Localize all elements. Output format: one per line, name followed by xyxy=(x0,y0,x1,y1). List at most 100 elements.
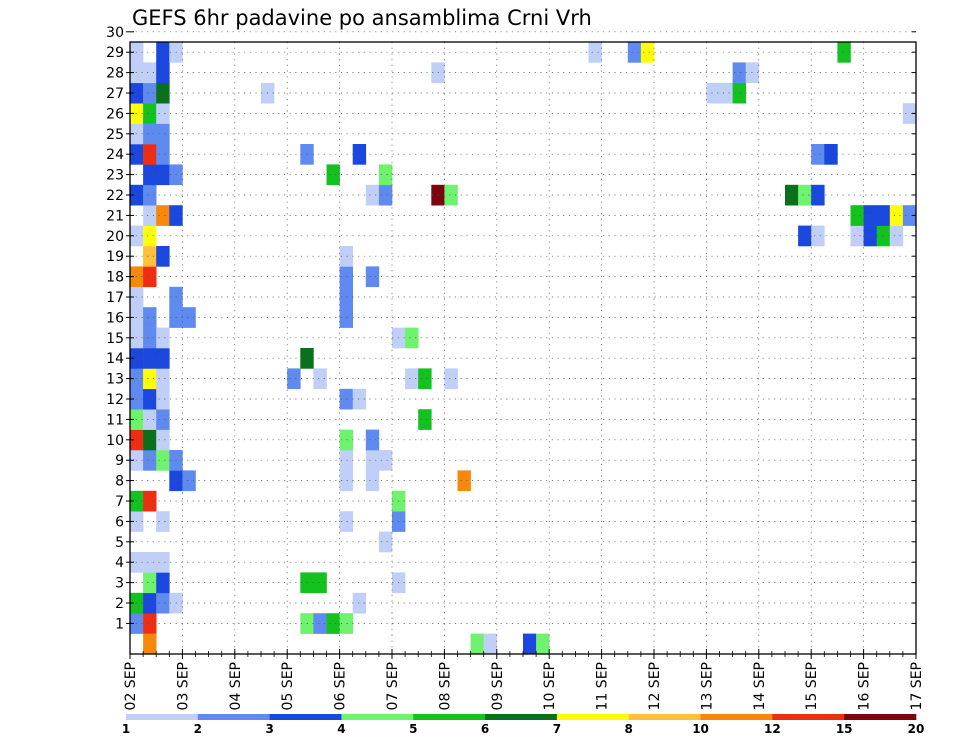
x-tick-label: 12 SEP xyxy=(647,662,663,710)
heatmap-cell xyxy=(182,307,196,328)
heatmap-cell xyxy=(156,123,170,145)
y-tick-label: 1 xyxy=(115,616,124,632)
heatmap-cell xyxy=(156,144,170,165)
y-tick-label: 8 xyxy=(115,474,124,490)
heatmap-cell xyxy=(143,592,157,614)
heatmap-cell xyxy=(143,552,157,573)
heatmap-cell xyxy=(326,613,340,634)
x-tick-label: 09 SEP xyxy=(490,662,506,710)
heatmap-cell xyxy=(588,42,602,63)
colorbar-tick-label: 6 xyxy=(481,722,489,736)
heatmap-cell xyxy=(143,62,157,84)
y-tick-label: 30 xyxy=(106,25,124,41)
y-tick-label: 4 xyxy=(115,555,124,571)
heatmap-cell xyxy=(143,103,157,124)
heatmap-cell xyxy=(640,42,655,63)
heatmap-cell xyxy=(365,184,380,206)
heatmap-cell xyxy=(536,633,550,655)
heatmap-cell xyxy=(143,266,157,288)
heatmap-cell xyxy=(143,327,157,349)
heatmap-cell xyxy=(156,429,170,451)
heatmap-cell xyxy=(156,62,170,84)
x-tick-label: 07 SEP xyxy=(385,662,401,710)
heatmap-cell xyxy=(313,613,327,634)
x-tick-label: 17 SEP xyxy=(909,662,925,710)
y-tick-label: 10 xyxy=(106,433,124,449)
heatmap-cell xyxy=(339,613,353,634)
heatmap-cell xyxy=(365,266,380,288)
heatmap-cell xyxy=(156,572,170,594)
heatmap-cell xyxy=(798,184,812,206)
heatmap-cell xyxy=(378,184,393,206)
heatmap-cells xyxy=(130,42,917,655)
heatmap-cell xyxy=(143,348,157,369)
heatmap-cell xyxy=(156,388,170,410)
heatmap-cell xyxy=(352,592,367,614)
x-tick-label: 13 SEP xyxy=(699,662,715,710)
x-axis: 02 SEP 03 SEP 04 SEP 05 SEP 06 SEP 07 SEP 08 S… xyxy=(123,649,925,710)
heatmap-cell xyxy=(889,225,904,247)
heatmap-cell xyxy=(339,470,353,492)
heatmap-cell xyxy=(143,184,157,206)
y-tick-label: 17 xyxy=(106,290,124,306)
heatmap-cell xyxy=(837,42,851,63)
colorbar-tick-label: 12 xyxy=(764,722,781,736)
x-tick-label: 03 SEP xyxy=(175,662,191,710)
colorbar-segment xyxy=(197,714,270,720)
heatmap-cell xyxy=(143,307,157,328)
y-tick-label: 14 xyxy=(106,351,124,367)
colorbar-segment xyxy=(844,714,917,720)
y-tick-label: 18 xyxy=(106,270,124,286)
heatmap-cell xyxy=(732,82,746,104)
heatmap-cell xyxy=(378,450,393,471)
heatmap-cell xyxy=(850,225,864,247)
heatmap-cell xyxy=(143,368,157,390)
colorbar-tick-label: 1 xyxy=(122,722,130,736)
y-tick-label: 5 xyxy=(115,535,124,551)
x-tick-label: 16 SEP xyxy=(857,662,873,710)
colorbar-tick-label: 15 xyxy=(836,722,853,736)
heatmap-cell xyxy=(182,470,196,492)
heatmap-cell xyxy=(719,82,733,104)
heatmap-cell xyxy=(365,450,380,471)
heatmap-cell xyxy=(418,409,432,430)
chart-title: GEFS 6hr padavine po ansamblima Crni Vrh xyxy=(132,6,592,30)
y-tick-label: 22 xyxy=(106,188,124,204)
y-tick-label: 2 xyxy=(115,596,124,612)
colorbar-tick-label: 5 xyxy=(409,722,417,736)
y-tick-label: 16 xyxy=(106,310,124,326)
colorbar-segment xyxy=(413,714,486,720)
heatmap-cell xyxy=(444,184,458,206)
heatmap-cell xyxy=(811,225,825,247)
heatmap-cell xyxy=(339,307,353,328)
heatmap-cell xyxy=(863,205,877,226)
x-tick-label: 06 SEP xyxy=(333,662,349,710)
colorbar-tick-label: 7 xyxy=(553,722,561,736)
heatmap-cell xyxy=(287,368,301,390)
heatmap-cell xyxy=(156,205,170,226)
heatmap-cell xyxy=(378,531,393,553)
heatmap-cell xyxy=(405,368,419,390)
heatmap-cell xyxy=(143,82,157,104)
heatmap-cell xyxy=(156,103,170,124)
heatmap-cell xyxy=(326,164,340,186)
y-tick-label: 12 xyxy=(106,392,124,408)
colorbar-segment xyxy=(485,714,558,720)
colorbar-segment xyxy=(556,714,630,720)
y-tick-label: 28 xyxy=(106,66,124,82)
heatmap-cell xyxy=(339,286,353,308)
heatmap-cell xyxy=(457,470,471,492)
colorbar-segment xyxy=(772,714,845,720)
y-tick-label: 19 xyxy=(106,249,124,265)
y-tick-label: 9 xyxy=(115,453,124,469)
heatmap-cell xyxy=(143,123,157,145)
heatmap-cell xyxy=(378,164,393,186)
heatmap-cell xyxy=(143,490,157,512)
y-axis: 1234567891011121314151617181920212223242… xyxy=(106,25,916,632)
heatmap-cell xyxy=(798,225,812,247)
heatmap-cell xyxy=(627,42,642,63)
x-tick-label: 15 SEP xyxy=(804,662,820,710)
y-tick-label: 7 xyxy=(115,494,124,510)
colorbar-tick-label: 4 xyxy=(337,722,345,736)
